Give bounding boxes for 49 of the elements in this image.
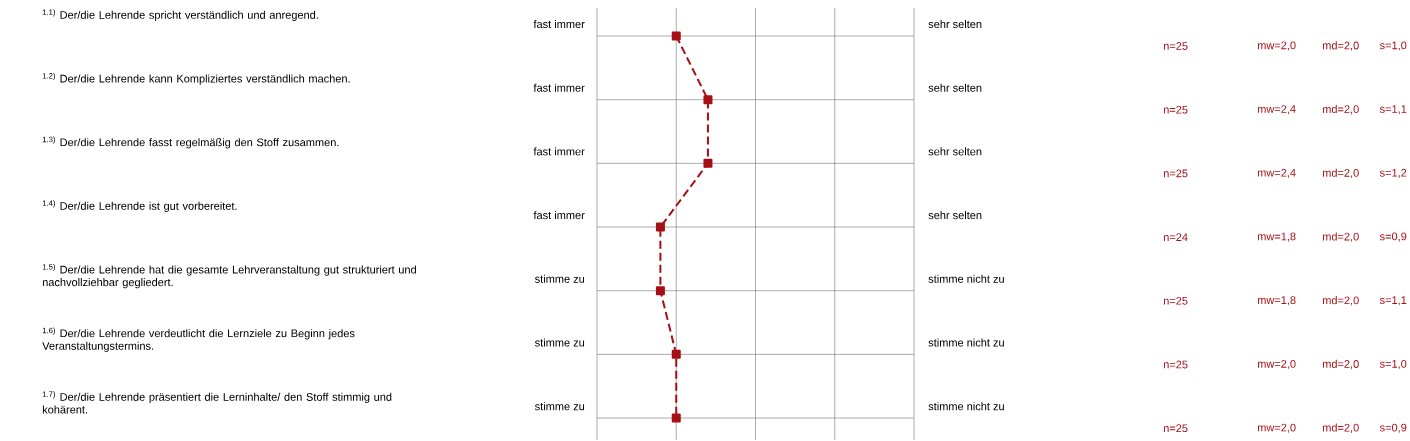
y-tick-label: $^{1.5)}$ Der/die Lehrende hat die gesamte Lehrveranstaltung gut strukturiert und nachvollziehbar gegliedert. — [42, 263, 416, 289]
text: fast immer — [533, 211, 585, 220]
text: n=25 — [1163, 360, 1188, 369]
text: md=2,0 — [1322, 296, 1359, 306]
data-label: mw=1,8 — [1257, 296, 1296, 306]
data-label: mw=2,0 — [1257, 359, 1296, 370]
data-label: mw=2,4 — [1257, 105, 1296, 115]
text: stimme zu — [535, 338, 585, 347]
data-label: mw=2,0 — [1257, 423, 1296, 433]
y-tick-label: $^{1.2)}$ Der/die Lehrende kann Kompliziertes verständlich machen. — [42, 72, 350, 85]
text: stimme zu — [535, 274, 585, 283]
text: s=0,9 — [1379, 423, 1407, 433]
text: md=2,0 — [1322, 41, 1359, 51]
text: sehr selten — [928, 147, 982, 156]
text: sehr selten — [928, 83, 982, 92]
text: sehr selten — [928, 19, 982, 29]
text: s=1,0 — [1379, 41, 1407, 51]
text: stimme zu — [535, 402, 585, 411]
y-tick-label: $^{1.4)}$ Der/die Lehrende ist gut vorbereitet. — [42, 200, 237, 213]
text: n=25 — [1163, 424, 1188, 433]
text: s=0,9 — [1379, 232, 1407, 242]
text: n=25 — [1163, 105, 1188, 114]
text: stimme nicht zu — [928, 274, 1004, 283]
text: n=25 — [1163, 169, 1188, 178]
text: n=25 — [1163, 296, 1188, 305]
text: md=2,0 — [1322, 232, 1359, 242]
text: sehr selten — [928, 211, 982, 220]
text: stimme nicht zu — [928, 338, 1004, 347]
text: md=2,0 — [1322, 423, 1359, 433]
text: n=24 — [1163, 233, 1188, 241]
text: fast immer — [533, 147, 585, 156]
text: md=2,0 — [1322, 105, 1359, 115]
y-tick-label: $^{1.6)}$ Der/die Lehrende verdeutlicht die Lernziele zu Beginn jedes Veranstaltungstermins. — [42, 327, 355, 352]
data-label: mw=2,4 — [1257, 168, 1296, 178]
y-tick-label: $^{1.7)}$ Der/die Lehrende präsentiert die Lerninhalte/ den Stoff stimmig und kohärent. — [42, 391, 392, 414]
text: md=2,0 — [1322, 168, 1359, 179]
text: md=2,0 — [1322, 359, 1359, 370]
text: s=1,0 — [1379, 359, 1407, 370]
text: s=1,2 — [1379, 168, 1407, 178]
y-tick-label: $^{1.3)}$ Der/die Lehrende fasst regelmäßig den Stoff zusammen. — [42, 136, 339, 149]
text: s=1,1 — [1379, 105, 1407, 115]
text: stimme nicht zu — [928, 402, 1004, 411]
text: n=25 — [1163, 42, 1188, 50]
data-label: mw=2,0 — [1257, 41, 1296, 51]
y-tick-label: $^{1.1)}$ Der/die Lehrende spricht verständlich und anregend. — [42, 9, 318, 22]
text: s=1,1 — [1379, 296, 1407, 306]
text: fast immer — [533, 19, 585, 29]
data-label: mw=1,8 — [1257, 232, 1296, 242]
text: fast immer — [533, 83, 585, 92]
